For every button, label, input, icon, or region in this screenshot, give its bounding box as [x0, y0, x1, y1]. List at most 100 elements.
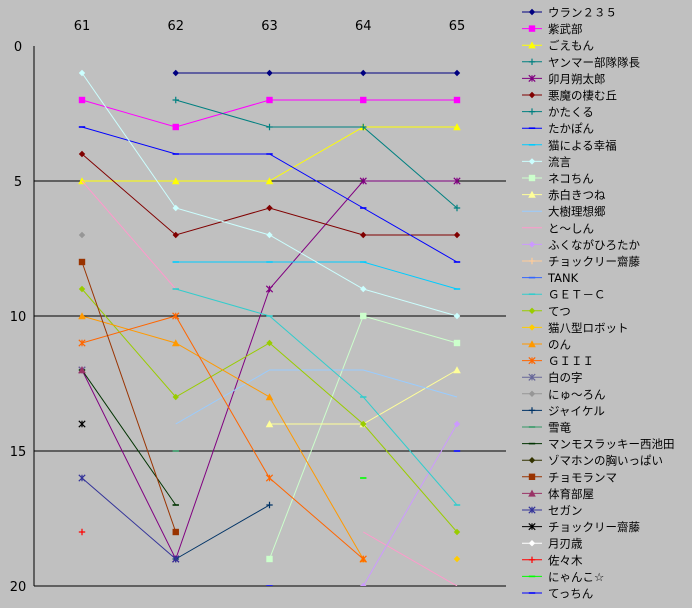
- legend-marker-19: [528, 324, 536, 331]
- series-5: [78, 150, 461, 239]
- legend-item-1: 紫武部: [522, 22, 583, 36]
- legend-label-21: ＧＩＩＩ: [548, 354, 594, 368]
- data-point-21-1: [172, 312, 180, 320]
- legend-item-8: 猫による幸福: [522, 138, 617, 152]
- legend-item-0: ウラン２３５: [522, 6, 617, 20]
- legend-marker-21: [528, 356, 536, 365]
- data-point-1-2: [266, 96, 273, 104]
- legend-label-1: 紫武部: [548, 22, 583, 36]
- data-point-2-4: [453, 123, 461, 131]
- series-29: [78, 366, 86, 374]
- data-point-33-0: [78, 528, 86, 536]
- data-point-2-1: [171, 177, 180, 185]
- series-35: [266, 450, 461, 586]
- legend-item-29: 体育部屋: [522, 487, 594, 501]
- legend-marker-1: [528, 25, 536, 32]
- legend-label-0: ウラン２３５: [548, 6, 617, 20]
- legend-marker-30: [528, 506, 536, 514]
- data-point-4-3: [359, 177, 367, 185]
- legend-item-19: 猫八型ロボット: [522, 321, 629, 335]
- legend-item-25: 雪竜: [522, 421, 571, 435]
- legend-item-6: かたくる: [522, 105, 594, 119]
- data-point-3-4: [453, 204, 461, 212]
- data-point-31-0: [78, 420, 86, 428]
- data-point-10-3: [360, 312, 367, 320]
- data-point-9-0: [78, 69, 86, 77]
- legend-marker-9: [528, 158, 536, 165]
- data-point-5-1: [172, 231, 179, 239]
- legend-item-28: チョモランマ: [522, 470, 617, 484]
- data-point-30-0: [78, 474, 86, 482]
- data-point-1-3: [360, 96, 367, 104]
- data-point-4-4: [453, 177, 461, 185]
- legend-item-16: TANK: [522, 271, 579, 285]
- legend-label-18: てつ: [548, 304, 571, 318]
- data-point-1-0: [78, 96, 86, 104]
- legend-item-18: てつ: [522, 304, 571, 318]
- legend-item-35: てっちん: [522, 587, 593, 601]
- data-point-0-1: [172, 69, 179, 77]
- legend-label-34: にゃんこ☆: [548, 570, 604, 584]
- legend-item-2: ごえもん: [522, 39, 594, 53]
- data-point-5-3: [360, 231, 367, 239]
- series-14: [360, 420, 461, 586]
- data-point-18-4: [453, 528, 461, 536]
- series-10: [266, 312, 461, 563]
- series-line-13: [81, 180, 177, 290]
- legend-marker-2: [528, 41, 536, 49]
- data-point-18-1: [172, 393, 179, 401]
- legend-label-23: にゅ～ろん: [548, 387, 606, 401]
- series-30: [78, 474, 180, 563]
- legend-marker-32: [528, 540, 536, 547]
- series-13: [81, 180, 458, 586]
- data-point-9-3: [360, 285, 367, 293]
- legend-marker-18: [528, 307, 536, 314]
- data-point-14-4: [453, 420, 461, 428]
- data-point-21-2: [265, 474, 274, 482]
- legend-item-27: ゾマホンの胸いっぱい: [522, 454, 663, 468]
- legend-item-13: と～しん: [522, 221, 594, 235]
- legend-marker-14: [528, 241, 536, 248]
- legend-item-34: にゃんこ☆: [522, 570, 604, 584]
- legend-marker-33: [528, 556, 536, 563]
- series-line-17: [175, 288, 458, 506]
- series-3: [172, 96, 461, 212]
- y-tick-label-0: 0: [14, 40, 22, 55]
- legend-label-19: 猫八型ロボット: [548, 321, 629, 335]
- data-point-19-4: [453, 555, 461, 563]
- legend-label-13: と～しん: [548, 221, 594, 235]
- data-point-24-2: [266, 501, 273, 509]
- series-line-30: [81, 477, 177, 560]
- legend-marker-24: [528, 407, 536, 414]
- data-point-1-1: [172, 123, 179, 131]
- data-point-9-1: [172, 204, 179, 212]
- legend-item-33: 佐々木: [522, 553, 583, 567]
- legend-label-30: セガン: [548, 504, 583, 518]
- legend-marker-6: [528, 108, 536, 115]
- data-point-5-0: [78, 150, 86, 158]
- data-point-20-1: [171, 339, 180, 347]
- legend-item-26: マンモスラッキー西池田: [522, 437, 675, 451]
- legend-label-5: 悪魔の棲む丘: [548, 89, 617, 103]
- legend-marker-29: [528, 489, 536, 497]
- x-tick-label-1: 62: [167, 19, 184, 34]
- data-point-0-4: [453, 69, 461, 77]
- series-line-13: [363, 531, 458, 586]
- legend-marker-10: [528, 174, 536, 182]
- legend-item-7: たかぽん: [522, 122, 594, 136]
- axes: 61 62 63 64 65 0 5 10 15 20: [10, 19, 466, 595]
- legend-label-12: 大樹理想郷: [548, 205, 606, 219]
- data-point-10-2: [266, 555, 273, 563]
- legend-item-23: にゅ～ろん: [522, 387, 606, 401]
- data-point-21-0: [78, 339, 86, 347]
- legend-marker-4: [528, 74, 536, 83]
- legend-label-4: 卯月朔太郎: [548, 72, 606, 86]
- series-18: [78, 285, 461, 536]
- legend-item-9: 流言: [522, 155, 571, 169]
- series-group: [78, 69, 461, 586]
- legend-label-8: 猫による幸福: [548, 138, 617, 152]
- legend-item-12: 大樹理想郷: [522, 205, 606, 219]
- legend-label-15: チョックリー齋藤: [548, 255, 640, 269]
- legend-label-11: 赤白きつね: [548, 188, 606, 202]
